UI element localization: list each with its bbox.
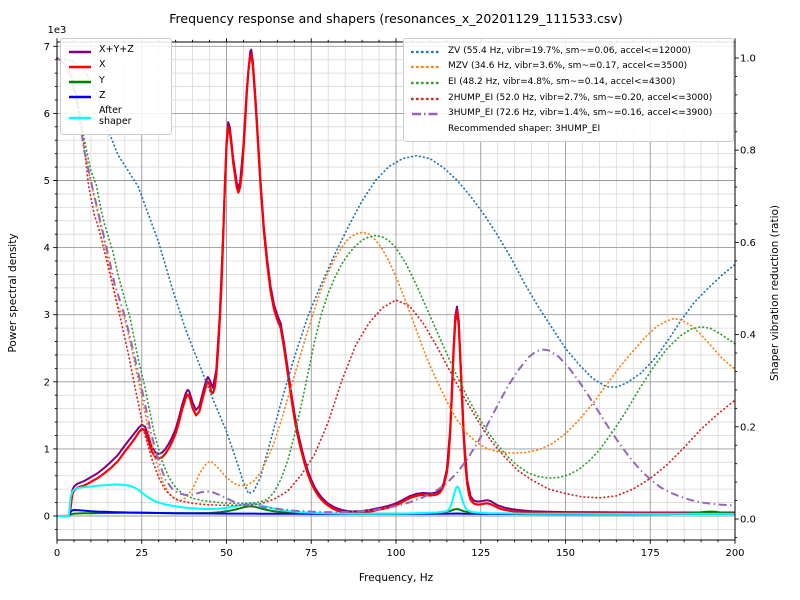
legend-line-swatch bbox=[410, 95, 442, 101]
legend-item: After shaper bbox=[68, 104, 164, 128]
y-left-tick-label: 4 bbox=[44, 243, 50, 254]
legend-item-label: EI (48.2 Hz, vibr=4.8%, sm~=0.14, accel<… bbox=[448, 76, 676, 87]
legend-item: X+Y+Z bbox=[68, 44, 164, 56]
legend-item-label: Z bbox=[99, 89, 106, 101]
legend-line-swatch bbox=[68, 114, 92, 120]
legend-line-icon bbox=[410, 66, 442, 69]
y-right-tick-label: 1.0 bbox=[740, 54, 756, 65]
legend-item: ZV (55.4 Hz, vibr=19.7%, sm~=0.06, accel… bbox=[410, 45, 726, 56]
legend-line-icon bbox=[69, 65, 91, 68]
legend-item: Z bbox=[68, 89, 164, 102]
legend-swatch-spacer bbox=[411, 126, 441, 132]
x-tick-label: 50 bbox=[220, 548, 233, 559]
x-tick-label: 75 bbox=[305, 548, 318, 559]
series-2hump-ei bbox=[56, 57, 736, 507]
legend-item-label: ZV (55.4 Hz, vibr=19.7%, sm~=0.06, accel… bbox=[448, 45, 691, 56]
legend-item-label: After shaper bbox=[99, 104, 132, 127]
legend-item-label: X bbox=[99, 59, 106, 71]
x-tick-label: 125 bbox=[471, 548, 490, 559]
legend-line-icon bbox=[69, 96, 91, 99]
y-left-tick-label: 1 bbox=[44, 444, 50, 455]
x-tick-label: 150 bbox=[556, 548, 575, 559]
series-3hump-ei bbox=[56, 57, 736, 514]
legend-line-swatch bbox=[68, 63, 92, 69]
y-left-tick-label: 0 bbox=[44, 512, 50, 523]
legend-item-label: Recommended shaper: 3HUMP_EI bbox=[448, 123, 601, 134]
legend-psd: X+Y+Z X Y Z After shaper bbox=[60, 38, 172, 135]
legend-item: EI (48.2 Hz, vibr=4.8%, sm~=0.14, accel<… bbox=[410, 76, 726, 87]
series-mzv bbox=[56, 57, 736, 502]
y-right-tick-label: 0.2 bbox=[740, 422, 756, 433]
x-tick-label: 25 bbox=[135, 548, 148, 559]
legend-item-label: 3HUMP_EI (72.6 Hz, vibr=1.4%, sm~=0.16, … bbox=[448, 108, 713, 119]
legend-line-icon bbox=[410, 81, 442, 85]
x-tick-label: 0 bbox=[54, 548, 60, 559]
legend-item-label: Y bbox=[99, 74, 105, 86]
legend-line-swatch bbox=[410, 48, 442, 54]
x-tick-label: 100 bbox=[386, 548, 405, 559]
legend-line-icon bbox=[69, 80, 91, 84]
legend-note: Recommended shaper: 3HUMP_EI bbox=[411, 124, 726, 134]
series-x bbox=[57, 53, 735, 518]
figure-title: Frequency response and shapers (resonanc… bbox=[169, 11, 622, 26]
series-zv bbox=[56, 57, 736, 495]
y-left-tick-label: 5 bbox=[44, 176, 50, 187]
legend-line-icon bbox=[410, 50, 442, 54]
series-ei bbox=[56, 57, 736, 505]
legend-line-swatch bbox=[411, 110, 441, 116]
x-tick-label: 175 bbox=[641, 548, 660, 559]
x-tick-label: 200 bbox=[725, 548, 744, 559]
axes: 0 25 50 75 100 125 150 175 200 0 1 2 3 4 5 6 7 0.0 0.2 0.4 0… bbox=[44, 38, 756, 559]
legend-item: Y bbox=[68, 74, 164, 87]
y-axis-left-label: Power spectral density bbox=[7, 233, 19, 352]
legend-item: 3HUMP_EI (72.6 Hz, vibr=1.4%, sm~=0.16, … bbox=[411, 108, 726, 118]
legend-item-label: X+Y+Z bbox=[99, 44, 134, 56]
legend-line-icon bbox=[69, 116, 91, 120]
y-axis-right-label: Shaper vibration reduction (ratio) bbox=[769, 205, 781, 381]
legend-line-swatch bbox=[68, 93, 92, 99]
legend-item: MZV (34.6 Hz, vibr=3.6%, sm~=0.17, accel… bbox=[410, 61, 726, 72]
legend-line-swatch bbox=[410, 63, 442, 69]
x-axis-label: Frequency, Hz bbox=[359, 572, 434, 584]
legend-item: 2HUMP_EI (52.0 Hz, vibr=2.7%, sm~=0.20, … bbox=[410, 92, 726, 103]
y-left-tick-label: 2 bbox=[44, 377, 50, 388]
y-right-tick-label: 0.6 bbox=[740, 238, 756, 249]
legend-item-label: 2HUMP_EI (52.0 Hz, vibr=2.7%, sm~=0.20, … bbox=[448, 92, 713, 103]
legend-line-icon bbox=[69, 50, 91, 53]
y-right-tick-label: 0.0 bbox=[740, 515, 756, 526]
series bbox=[56, 48, 736, 518]
y-right-tick-label: 0.4 bbox=[740, 330, 756, 341]
legend-line-icon bbox=[410, 97, 442, 100]
legend-line-swatch bbox=[410, 79, 442, 85]
y-right-tick-label: 0.8 bbox=[740, 146, 756, 157]
legend-line-swatch bbox=[68, 48, 92, 54]
series-after-shaper bbox=[57, 483, 735, 517]
legend-line-swatch bbox=[68, 78, 92, 84]
y-axis-offset-text: 1e3 bbox=[48, 25, 67, 36]
y-left-tick-label: 7 bbox=[44, 42, 50, 53]
y-left-tick-label: 6 bbox=[44, 109, 50, 120]
legend-shapers: ZV (55.4 Hz, vibr=19.7%, sm~=0.06, accel… bbox=[403, 38, 734, 142]
legend-line-icon bbox=[412, 113, 440, 116]
legend-item-label: MZV (34.6 Hz, vibr=3.6%, sm~=0.17, accel… bbox=[448, 61, 688, 72]
y-left-tick-label: 3 bbox=[44, 310, 50, 321]
legend-item: X bbox=[68, 59, 164, 71]
